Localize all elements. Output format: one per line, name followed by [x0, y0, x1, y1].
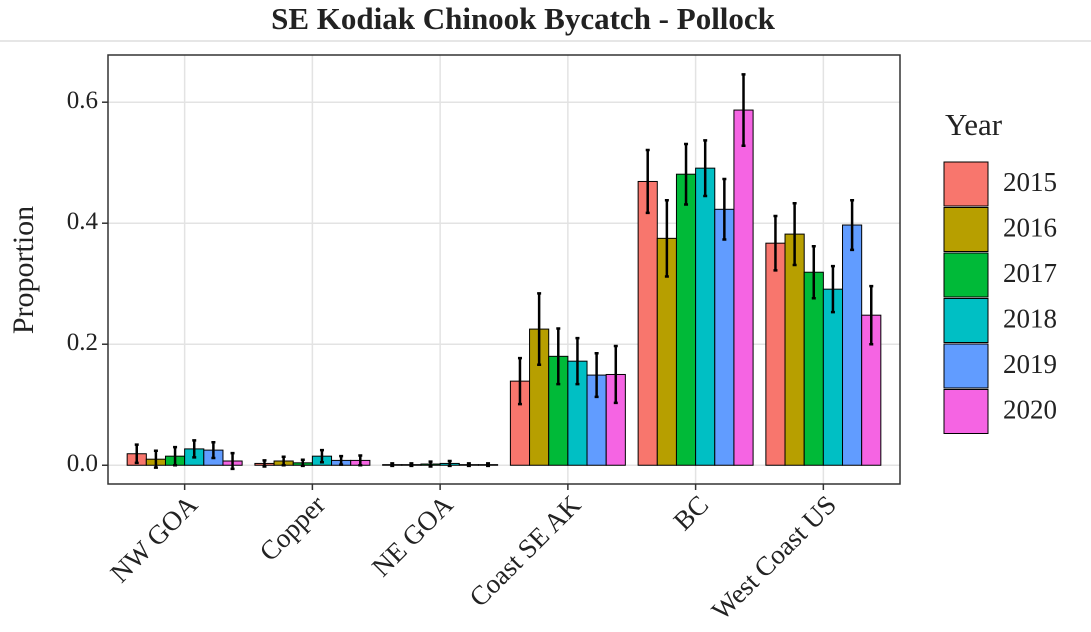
y-tick-label: 0.6	[67, 87, 98, 114]
x-tick-label: BC	[668, 489, 715, 536]
bar	[714, 208, 735, 466]
error-bar	[300, 458, 305, 468]
bar	[695, 167, 716, 466]
bar	[637, 180, 658, 466]
legend-label: 2015	[1003, 167, 1057, 197]
error-bar	[211, 441, 216, 460]
error-bar	[645, 148, 650, 215]
x-tick-label: Coast SE AK	[463, 489, 586, 612]
error-bar	[281, 455, 286, 467]
legend-key	[943, 252, 989, 298]
error-bar	[173, 445, 178, 467]
error-bar	[230, 451, 235, 471]
x-tick-label: NE GOA	[366, 489, 459, 582]
bar	[822, 288, 844, 466]
legend-label: 2020	[1003, 395, 1057, 425]
y-axis-label: Proportion	[7, 206, 40, 334]
error-bar	[773, 214, 778, 272]
x-tick-label: NW GOA	[104, 489, 203, 588]
error-bar	[447, 459, 452, 468]
error-bar	[703, 139, 708, 198]
legend-label: 2016	[1003, 213, 1057, 243]
x-tick-label: Copper	[254, 489, 331, 566]
error-bar	[192, 439, 197, 459]
error-bar	[428, 460, 433, 468]
y-tick-label: 0.0	[67, 450, 98, 477]
legend-key	[943, 207, 989, 252]
y-tick-label: 0.4	[67, 208, 99, 235]
legend-title: Year	[945, 107, 1003, 142]
error-bar	[830, 264, 835, 314]
error-bar	[722, 177, 727, 241]
legend-key	[943, 161, 989, 207]
bar	[784, 233, 805, 466]
error-bar	[850, 198, 855, 252]
error-bar	[741, 73, 746, 148]
legend-key	[943, 298, 989, 343]
error-bar	[537, 292, 542, 367]
error-bar	[486, 462, 491, 468]
chart-title: SE Kodiak Chinook Bycatch - Pollock	[271, 1, 776, 36]
legend-key	[943, 343, 989, 389]
panel-border	[107, 54, 901, 485]
bar	[765, 242, 786, 466]
error-bar	[613, 344, 618, 405]
error-bar	[390, 462, 395, 468]
error-bar	[575, 336, 580, 386]
x-tick-label: West Coast US	[706, 489, 842, 625]
legend-label: 2019	[1003, 349, 1057, 379]
bar	[803, 271, 824, 466]
legend-label: 2017	[1003, 258, 1057, 288]
error-bar	[869, 284, 874, 346]
legend-key	[943, 389, 989, 434]
error-bar	[153, 449, 158, 469]
y-tick-label: 0.2	[67, 329, 98, 356]
legend-label: 2018	[1003, 304, 1057, 334]
error-bar	[811, 244, 816, 300]
error-bar	[358, 454, 363, 467]
error-bar	[664, 198, 669, 278]
error-bar	[409, 462, 414, 468]
error-bar	[339, 454, 344, 466]
error-bar	[684, 142, 689, 206]
error-bar	[319, 448, 324, 464]
error-bar	[134, 443, 139, 465]
error-bar	[594, 352, 599, 399]
error-bar	[556, 327, 561, 386]
error-bar	[792, 201, 797, 267]
error-bar	[517, 356, 522, 406]
error-bar	[262, 459, 267, 468]
bar	[842, 224, 863, 466]
bar	[675, 173, 697, 466]
bar	[733, 109, 754, 466]
error-bar	[466, 462, 471, 468]
